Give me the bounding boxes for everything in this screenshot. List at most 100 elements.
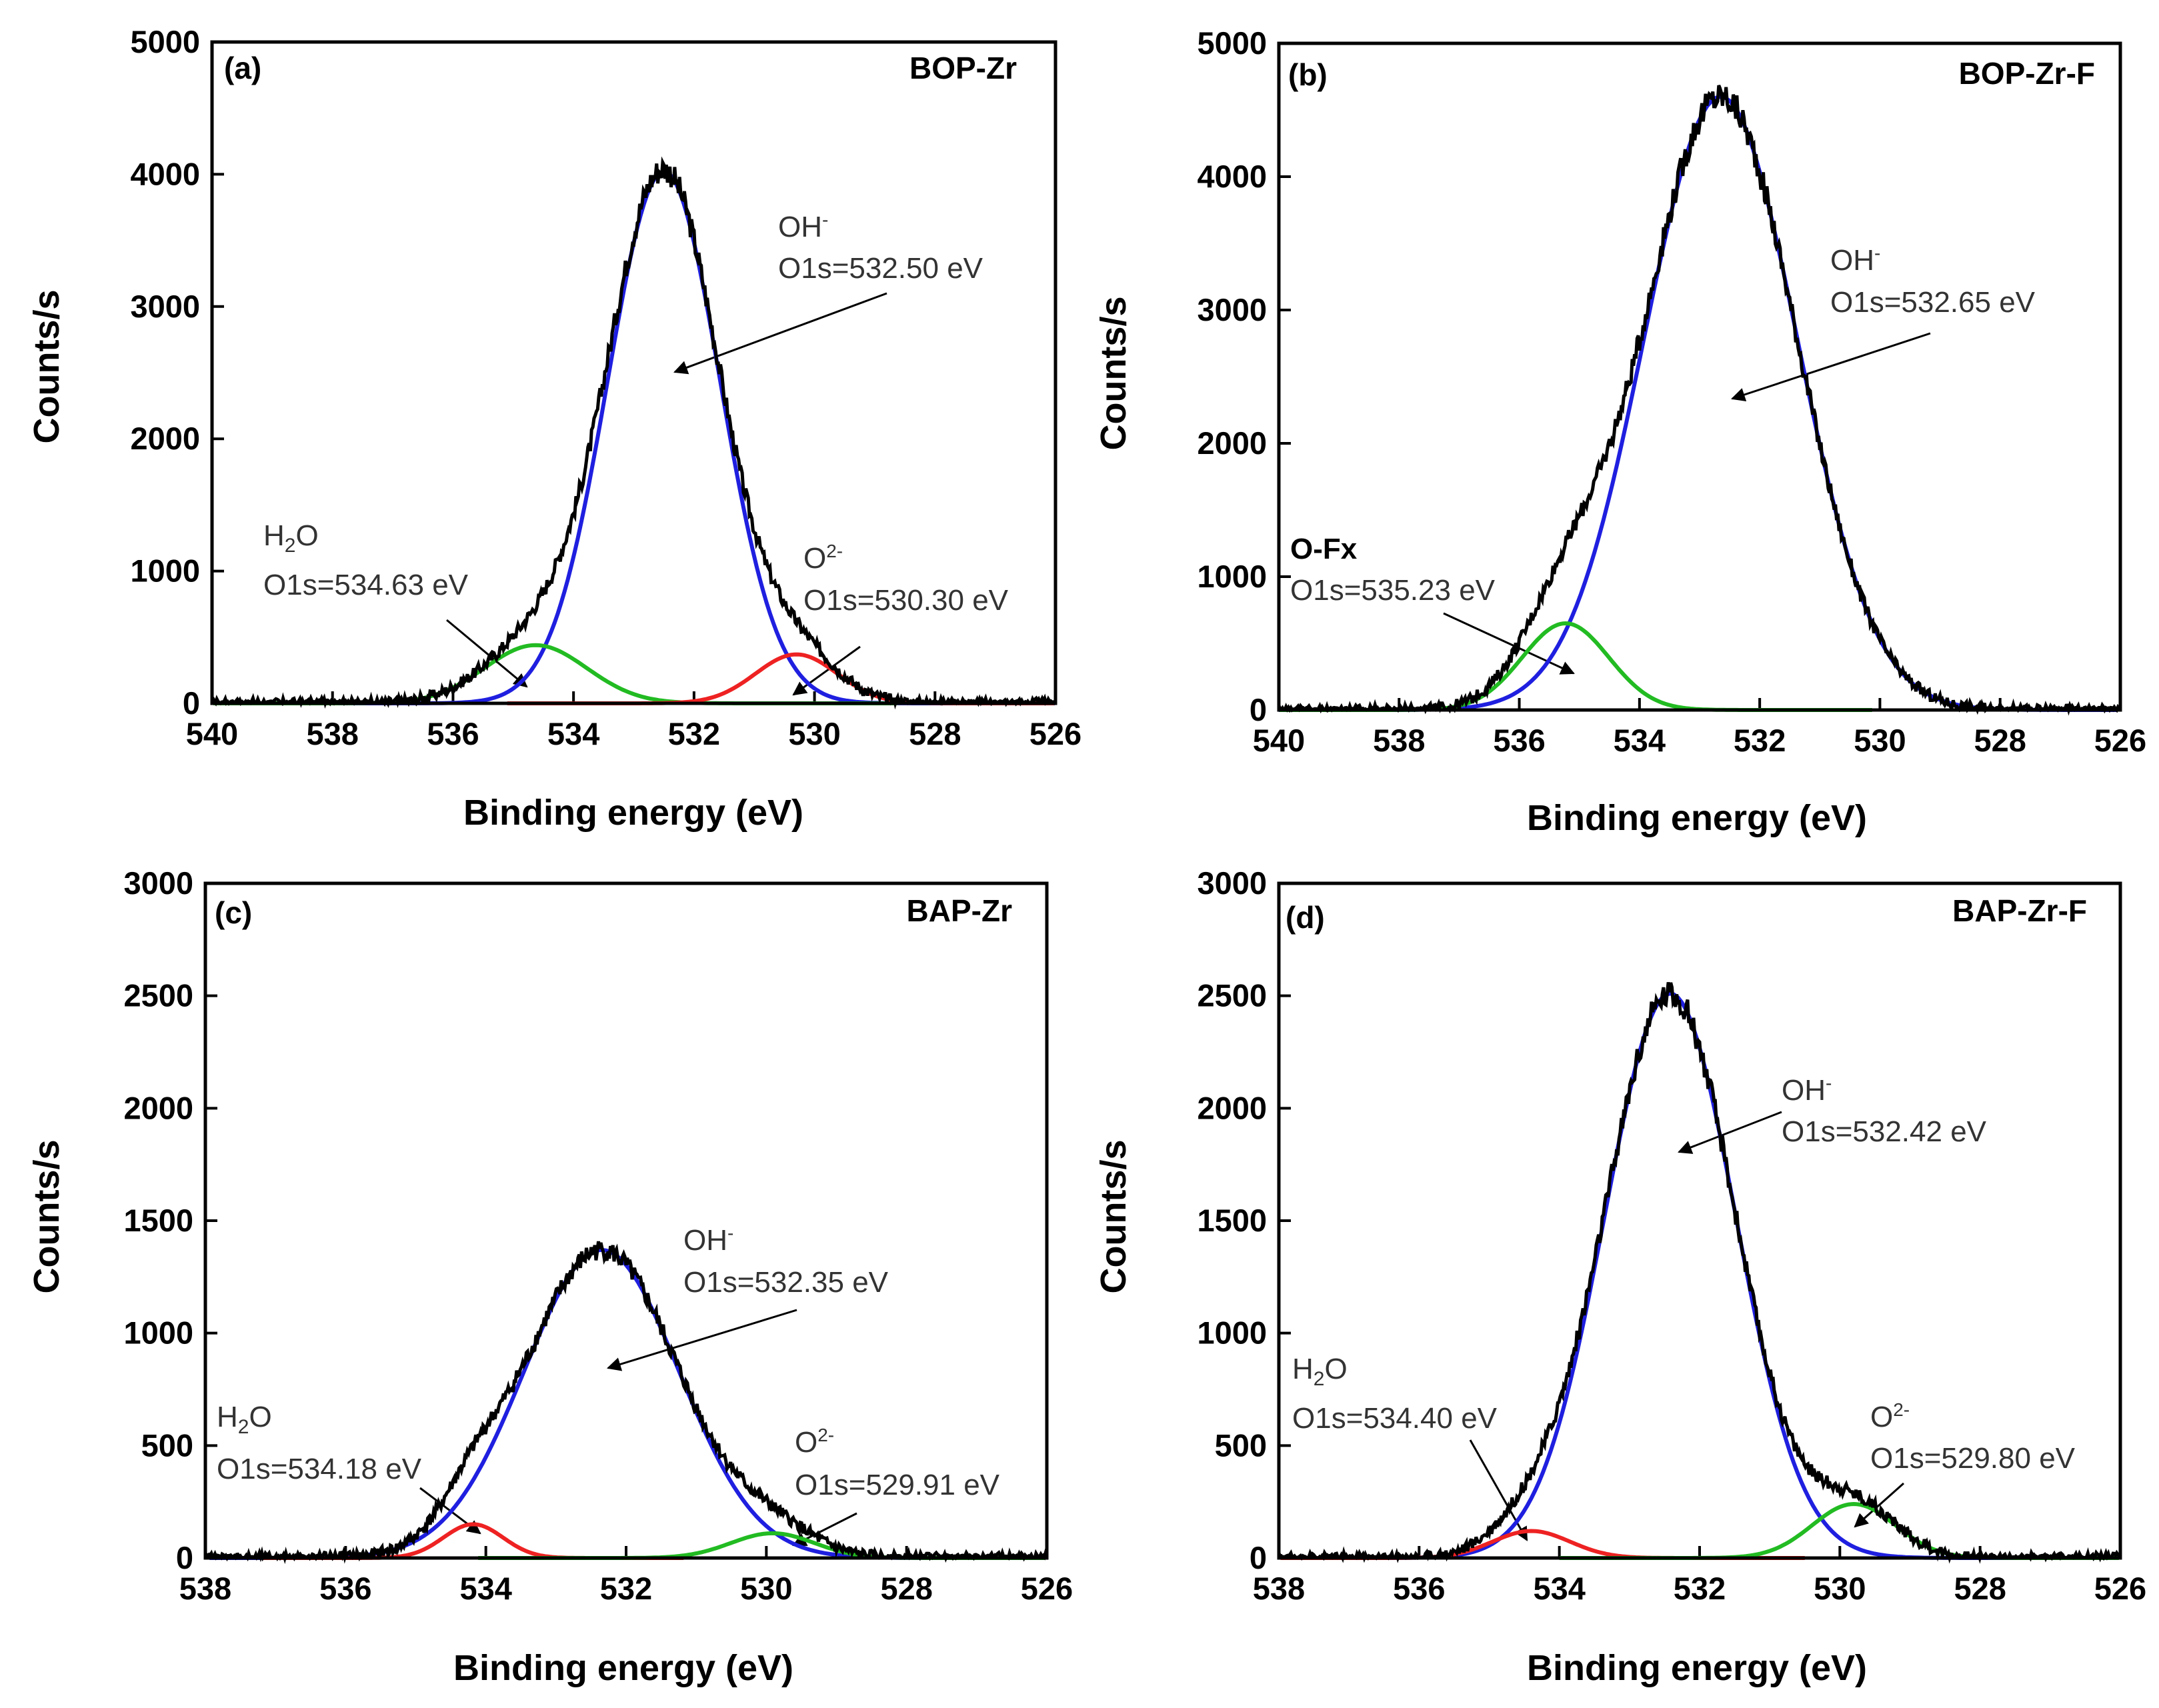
y-tick-label: 2500 bbox=[123, 978, 193, 1013]
x-tick-label: 540 bbox=[1253, 723, 1305, 758]
y-axis-label: Counts/s bbox=[27, 289, 67, 443]
x-tick-label: 526 bbox=[2094, 1571, 2146, 1606]
annotation-oh-species: OH- bbox=[1782, 1073, 1832, 1107]
x-axis-label: Binding energy (eV) bbox=[463, 793, 803, 833]
y-axis-label: Counts/s bbox=[27, 1139, 67, 1293]
annotation-ofx-arrow bbox=[1443, 612, 1575, 675]
annotation-oh-value: O1s=532.50 eV bbox=[778, 252, 983, 285]
annotation-o2-arrow bbox=[1854, 1482, 1904, 1528]
annotation-h2o-value: O1s=534.40 eV bbox=[1292, 1402, 1498, 1435]
x-tick-label: 526 bbox=[1029, 716, 1082, 751]
panel-a: (a) BOP-Zr Binding energy (eV) Counts/s … bbox=[27, 24, 1082, 833]
plot-frame bbox=[203, 881, 1049, 1560]
annotation-o2-species: O2- bbox=[1870, 1399, 1910, 1433]
x-tick-label: 534 bbox=[547, 716, 599, 751]
y-tick-label: 1500 bbox=[1197, 1203, 1267, 1238]
x-tick-label: 530 bbox=[788, 716, 840, 751]
x-tick-label: 534 bbox=[1533, 1571, 1585, 1606]
fit-curve-oh bbox=[1279, 94, 2118, 712]
annotation-oh-arrow bbox=[1678, 1111, 1782, 1154]
x-tick-label: 538 bbox=[1253, 1571, 1305, 1606]
x-tick-label: 532 bbox=[600, 1571, 652, 1606]
y-tick-label: 0 bbox=[176, 1540, 193, 1575]
x-tick-label: 536 bbox=[1493, 723, 1545, 758]
annotation-oh-value: O1s=532.65 eV bbox=[1830, 286, 2036, 319]
annotation-oh-arrow bbox=[673, 292, 887, 375]
x-tick-label: 526 bbox=[2094, 723, 2146, 758]
y-tick-label: 1500 bbox=[123, 1203, 193, 1238]
plot-frame bbox=[1277, 41, 2122, 712]
annotation-o2-arrow bbox=[792, 645, 861, 696]
y-tick-label: 500 bbox=[141, 1427, 193, 1463]
annotation-o2-species: O2- bbox=[795, 1425, 834, 1459]
y-tick-label: 2000 bbox=[130, 421, 200, 456]
x-tick-label: 528 bbox=[1974, 723, 2026, 758]
y-tick-label: 4000 bbox=[1197, 159, 1267, 194]
plot-frame bbox=[210, 40, 1057, 705]
sample-label: BAP-Zr bbox=[907, 893, 1013, 928]
annotation-o2-value: O1s=529.91 eV bbox=[795, 1469, 1000, 1501]
x-tick-label: 530 bbox=[740, 1571, 792, 1606]
y-tick-label: 1000 bbox=[123, 1315, 193, 1351]
annotation-h2o-value: O1s=534.18 eV bbox=[217, 1453, 422, 1485]
y-tick-label: 2000 bbox=[123, 1090, 193, 1125]
y-tick-label: 1000 bbox=[1197, 559, 1267, 594]
y-tick-label: 2500 bbox=[1197, 978, 1267, 1013]
annotation-oh-arrow bbox=[1731, 332, 1931, 402]
x-axis-label: Binding energy (eV) bbox=[1527, 798, 1867, 838]
annotation-h2o-species: H2O bbox=[1292, 1353, 1348, 1390]
y-axis-label: Counts/s bbox=[1094, 1139, 1134, 1293]
y-tick-label: 0 bbox=[1250, 692, 1267, 727]
x-tick-label: 536 bbox=[1393, 1571, 1445, 1606]
annotation-ofx-value: O1s=535.23 eV bbox=[1290, 574, 1496, 607]
x-tick-label: 530 bbox=[1814, 1571, 1866, 1606]
x-tick-label: 528 bbox=[909, 716, 961, 751]
sample-label: BOP-Zr bbox=[909, 51, 1017, 85]
y-tick-label: 1000 bbox=[1197, 1315, 1267, 1351]
annotation-oh-value: O1s=532.42 eV bbox=[1782, 1115, 1987, 1148]
annotation-oh-species: OH- bbox=[1830, 243, 1880, 277]
x-tick-label: 540 bbox=[186, 716, 238, 751]
annotation-h2o-value: O1s=534.63 eV bbox=[263, 569, 469, 601]
fit-curve-o2 bbox=[507, 652, 1055, 705]
x-tick-label: 538 bbox=[179, 1571, 231, 1606]
y-tick-label: 2000 bbox=[1197, 425, 1267, 461]
x-axis-label: Binding energy (eV) bbox=[1527, 1648, 1867, 1688]
plot-frame bbox=[1277, 881, 2122, 1560]
annotation-o2-species: O2- bbox=[803, 541, 843, 575]
x-tick-label: 532 bbox=[1734, 723, 1786, 758]
annotation-ofx-species: O-Fx bbox=[1290, 533, 1358, 565]
panel-label: (a) bbox=[224, 51, 261, 85]
x-tick-label: 534 bbox=[1614, 723, 1666, 758]
fit-curve-o2 bbox=[478, 1531, 1045, 1560]
y-tick-label: 3000 bbox=[123, 865, 193, 901]
y-tick-label: 5000 bbox=[1197, 25, 1267, 61]
y-tick-label: 500 bbox=[1215, 1427, 1267, 1463]
fit-curve-oh bbox=[209, 1247, 1044, 1560]
annotation-h2o-species: H2O bbox=[263, 519, 319, 557]
y-tick-label: 1000 bbox=[130, 553, 200, 589]
x-tick-label: 532 bbox=[668, 716, 720, 751]
x-tick-label: 526 bbox=[1021, 1571, 1073, 1606]
y-tick-label: 4000 bbox=[130, 156, 200, 191]
x-tick-label: 534 bbox=[459, 1571, 511, 1606]
annotation-o2-value: O1s=529.80 eV bbox=[1870, 1442, 2076, 1475]
y-axis-label: Counts/s bbox=[1094, 296, 1134, 450]
x-tick-label: 536 bbox=[427, 716, 479, 751]
annotation-h2o-species: H2O bbox=[217, 1401, 272, 1438]
annotation-oh-arrow bbox=[606, 1309, 797, 1371]
experimental-spectrum bbox=[203, 1241, 1049, 1565]
y-tick-label: 3000 bbox=[130, 289, 200, 324]
annotation-oh-species: OH- bbox=[778, 209, 828, 243]
x-tick-label: 530 bbox=[1854, 723, 1906, 758]
x-tick-label: 536 bbox=[319, 1571, 371, 1606]
x-tick-label: 532 bbox=[1674, 1571, 1726, 1606]
x-tick-label: 528 bbox=[1954, 1571, 2006, 1606]
annotation-oh-value: O1s=532.35 eV bbox=[683, 1266, 889, 1299]
x-tick-label: 538 bbox=[1373, 723, 1425, 758]
sample-label: BAP-Zr-F bbox=[1952, 893, 2087, 928]
sample-label: BOP-Zr-F bbox=[1959, 56, 2095, 91]
fit-curve-ofx bbox=[1279, 621, 1872, 712]
y-tick-label: 3000 bbox=[1197, 292, 1267, 327]
